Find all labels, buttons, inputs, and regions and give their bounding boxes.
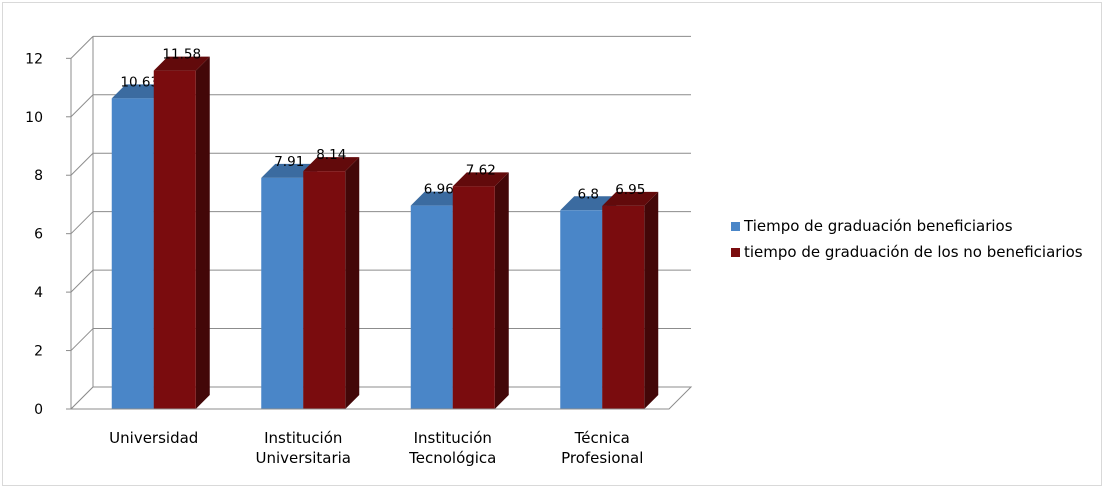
bar-top	[452, 172, 509, 187]
bar-top	[602, 191, 659, 206]
legend-label: tiempo de graduación de los no beneficia…	[744, 243, 1083, 261]
x-tick-label-line: Profesional	[561, 449, 643, 467]
data-label: 6.8	[578, 186, 599, 202]
bar-side	[345, 157, 360, 409]
data-label: 6.96	[424, 182, 454, 198]
x-tick-label-line: Institución	[414, 429, 492, 447]
x-tick-label: Universidad	[109, 429, 198, 447]
x-tick-label: Institución Tecnológica	[408, 429, 496, 467]
x-tick-label-line: Técnica	[574, 429, 630, 447]
bar-side	[644, 191, 659, 409]
bar	[560, 210, 603, 409]
bar	[452, 186, 495, 409]
x-tick-label-line: Institución	[264, 429, 342, 447]
bar-top	[153, 56, 210, 71]
data-label: 11.58	[162, 47, 201, 63]
bar	[410, 205, 453, 409]
bar	[261, 177, 304, 409]
x-tick-label-line: Universidad	[109, 429, 198, 447]
bar	[111, 98, 154, 409]
bar-side	[494, 172, 509, 409]
bar-top	[303, 157, 360, 172]
bar-side	[195, 56, 210, 409]
x-tick-label: Técnica Profesional	[561, 429, 643, 467]
gridline-side	[70, 211, 94, 235]
gridline-side	[70, 152, 94, 176]
legend-swatch	[731, 248, 740, 257]
x-tick-label-line: Tecnológica	[408, 449, 496, 467]
data-label: 8.14	[316, 147, 346, 163]
gridline-side	[70, 269, 94, 293]
legend-label: Tiempo de graduación beneficiarios	[743, 217, 1013, 235]
y-tick-label: 6	[34, 227, 43, 243]
gridline-side	[70, 94, 94, 118]
data-label: 7.91	[274, 154, 304, 170]
gridline-side	[70, 328, 94, 351]
y-tick-label: 4	[34, 285, 43, 301]
bar	[303, 171, 346, 409]
bar	[602, 205, 645, 409]
bar	[153, 70, 196, 409]
y-tick-label: 2	[34, 344, 43, 360]
gridline-side	[70, 35, 94, 59]
y-tick-label: 10	[25, 110, 43, 126]
y-tick-label: 0	[34, 402, 43, 418]
y-tick-label: 12	[25, 51, 43, 67]
data-label: 7.62	[466, 162, 496, 178]
y-tick-label: 8	[34, 168, 43, 184]
legend-swatch	[731, 222, 740, 231]
data-label: 6.95	[615, 182, 645, 198]
x-tick-label-line: Universitaria	[255, 449, 351, 467]
x-tick-label: Institución Universitaria	[255, 429, 351, 467]
data-label: 10.63	[120, 74, 159, 90]
